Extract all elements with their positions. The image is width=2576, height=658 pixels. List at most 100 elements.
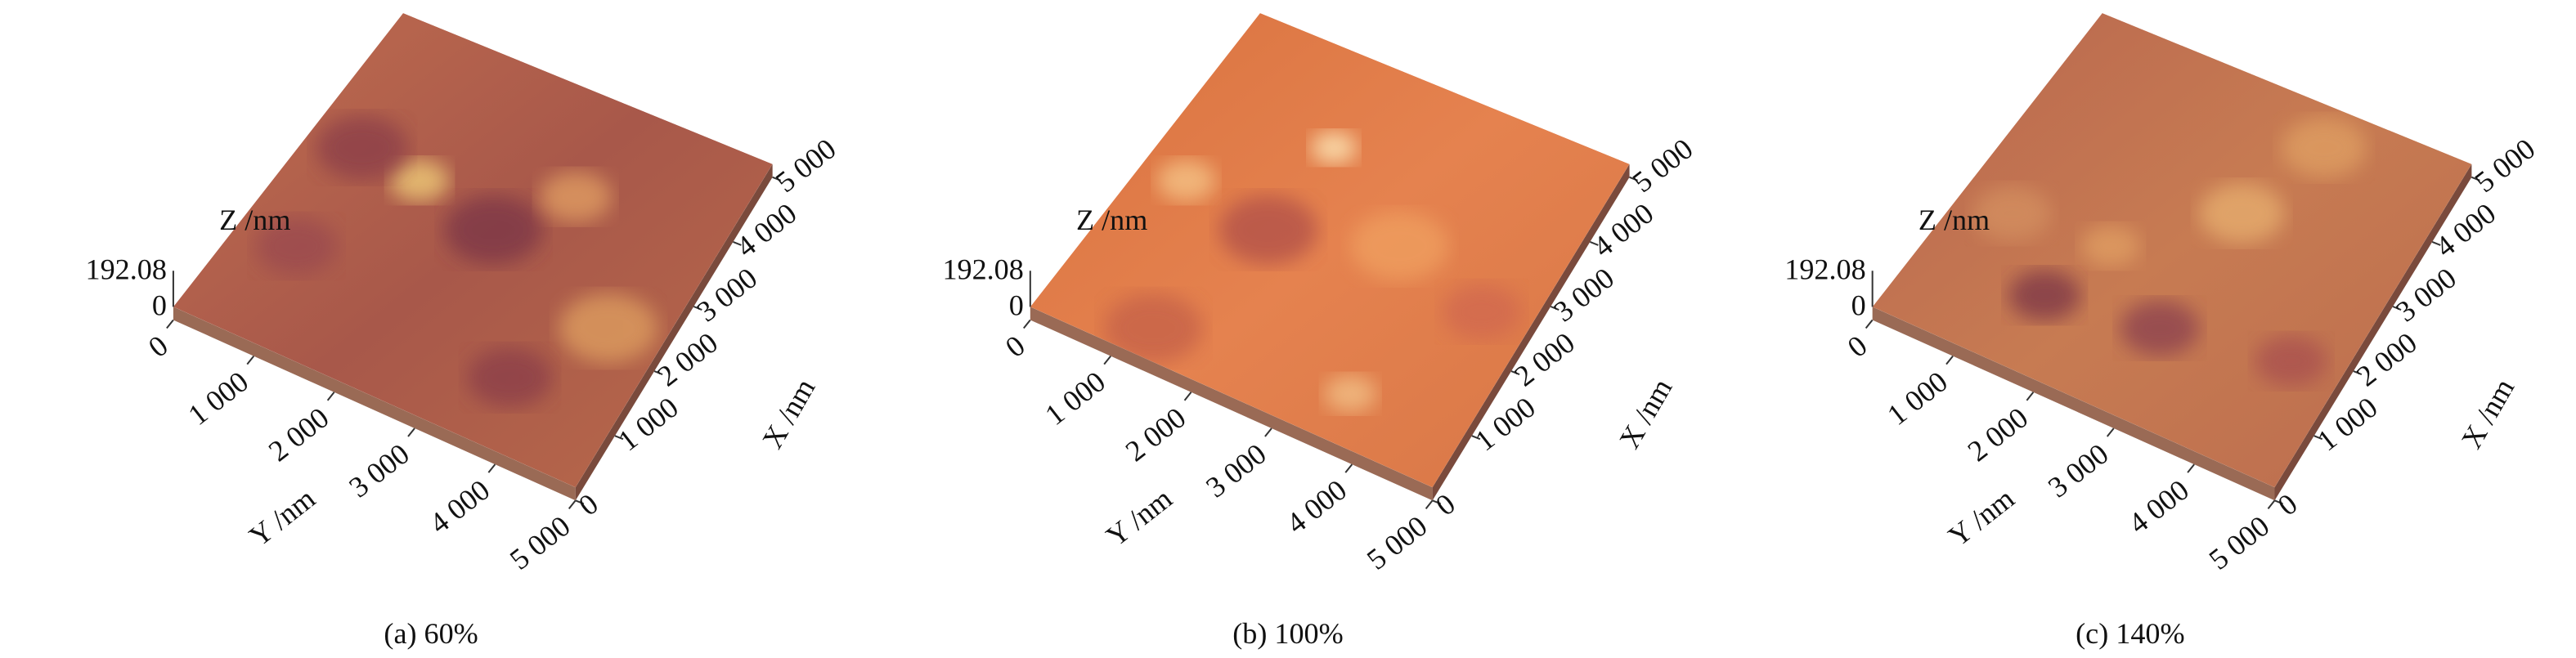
surface <box>1872 13 2472 488</box>
surface-feature <box>444 195 543 265</box>
x-tick-label: 0 <box>2272 487 2304 522</box>
surface-feature <box>389 159 450 202</box>
surface-feature <box>467 347 553 408</box>
base-front-left <box>173 307 576 501</box>
surface-feature <box>2281 118 2367 178</box>
y-tick-label: 2 000 <box>1120 401 1192 468</box>
y-tick-label: 5 000 <box>1361 509 1434 576</box>
base-front-right <box>1432 163 1630 501</box>
y-tick-label: 5 000 <box>504 509 577 576</box>
y-tick <box>1865 319 1874 329</box>
y-tick-label: 3 000 <box>2042 437 2115 504</box>
x-axis-label: X /nm <box>1613 373 1678 454</box>
y-tick <box>1103 355 1111 365</box>
base-front-right <box>2274 163 2472 501</box>
surface-feature <box>2008 270 2081 321</box>
x-tick <box>2471 176 2480 181</box>
surface <box>1030 13 1630 488</box>
x-tick <box>614 435 624 441</box>
y-tick-label: 2 000 <box>263 401 335 468</box>
y-axis-label: Y /nm <box>1100 481 1178 553</box>
x-tick-label: 5 000 <box>770 132 842 199</box>
caption: (b) 100% <box>1232 617 1343 650</box>
surface-feature <box>1156 159 1216 202</box>
y-tick <box>568 499 577 509</box>
z-max: 192.08 <box>86 253 167 285</box>
base-front-left <box>1030 307 1433 501</box>
surface-feature <box>2080 225 2140 267</box>
y-tick <box>487 463 496 473</box>
surface-feature <box>1324 375 1377 413</box>
x-tick <box>575 499 585 505</box>
y-tick <box>246 355 255 365</box>
x-axis-label: X /nm <box>2455 373 2520 454</box>
z-max: 192.08 <box>942 253 1023 285</box>
y-tick-label: 0 <box>1842 329 1874 364</box>
caption: (c) 140% <box>2076 617 2184 650</box>
y-tick-label: 4 000 <box>424 473 496 540</box>
y-tick <box>1183 392 1192 401</box>
surface-feature <box>1350 211 1449 281</box>
surface-feature <box>1972 186 2052 241</box>
x-tick <box>653 370 663 376</box>
x-tick <box>1629 176 1638 181</box>
y-tick-label: 3 000 <box>1200 437 1272 504</box>
z-min: 0 <box>1009 289 1024 321</box>
base-front-left <box>1872 307 2275 501</box>
base-front-right <box>575 163 773 501</box>
x-tick <box>1590 240 1599 246</box>
surface-feature <box>2120 300 2200 356</box>
y-tick <box>2106 427 2115 437</box>
x-tick <box>693 306 702 311</box>
y-tick <box>166 319 174 329</box>
x-axis-label: X /nm <box>756 373 821 454</box>
z-max: 192.08 <box>1784 253 1865 285</box>
y-tick <box>1264 427 1272 437</box>
y-tick <box>1945 355 1954 365</box>
y-tick-label: 1 000 <box>1881 365 1954 432</box>
surface-feature <box>255 217 338 275</box>
y-tick <box>326 392 335 401</box>
x-tick <box>1471 435 1481 441</box>
y-tick-label: 0 <box>999 329 1031 364</box>
x-tick <box>1510 370 1520 376</box>
x-tick <box>733 240 742 246</box>
y-tick-label: 0 <box>142 329 174 364</box>
x-tick <box>2353 370 2363 376</box>
surface-feature <box>2255 335 2327 387</box>
y-tick <box>2267 499 2276 509</box>
z-axis-label: Z /nm <box>219 204 290 236</box>
y-tick <box>1425 499 1434 509</box>
x-tick <box>2274 499 2283 505</box>
caption: (a) 60% <box>384 617 478 650</box>
y-tick-label: 1 000 <box>1039 365 1111 432</box>
surface-fill <box>1030 13 1630 488</box>
x-tick <box>2431 240 2441 246</box>
x-tick <box>1550 306 1560 311</box>
y-tick <box>2187 463 2195 473</box>
z-axis-label: Z /nm <box>1919 204 1990 236</box>
surface-feature <box>539 171 612 222</box>
y-tick-label: 2 000 <box>1962 401 2035 468</box>
x-tick <box>1432 499 1442 505</box>
z-min: 0 <box>1851 289 1866 321</box>
y-axis-label: Y /nm <box>1942 481 2021 553</box>
surface-feature <box>559 293 658 363</box>
surface-feature <box>1442 284 1522 340</box>
surface-feature <box>316 115 408 181</box>
x-tick-label: 0 <box>572 487 604 522</box>
surface-feature <box>1311 132 1358 164</box>
surface <box>173 13 773 488</box>
y-axis-label: Y /nm <box>243 481 321 553</box>
y-tick-label: 5 000 <box>2203 509 2276 576</box>
y-tick <box>2026 392 2035 401</box>
surface-feature <box>2199 183 2285 244</box>
y-tick <box>1344 463 1353 473</box>
x-tick <box>2392 306 2402 311</box>
y-tick-label: 1 000 <box>182 365 255 432</box>
y-tick-label: 4 000 <box>2122 473 2195 540</box>
